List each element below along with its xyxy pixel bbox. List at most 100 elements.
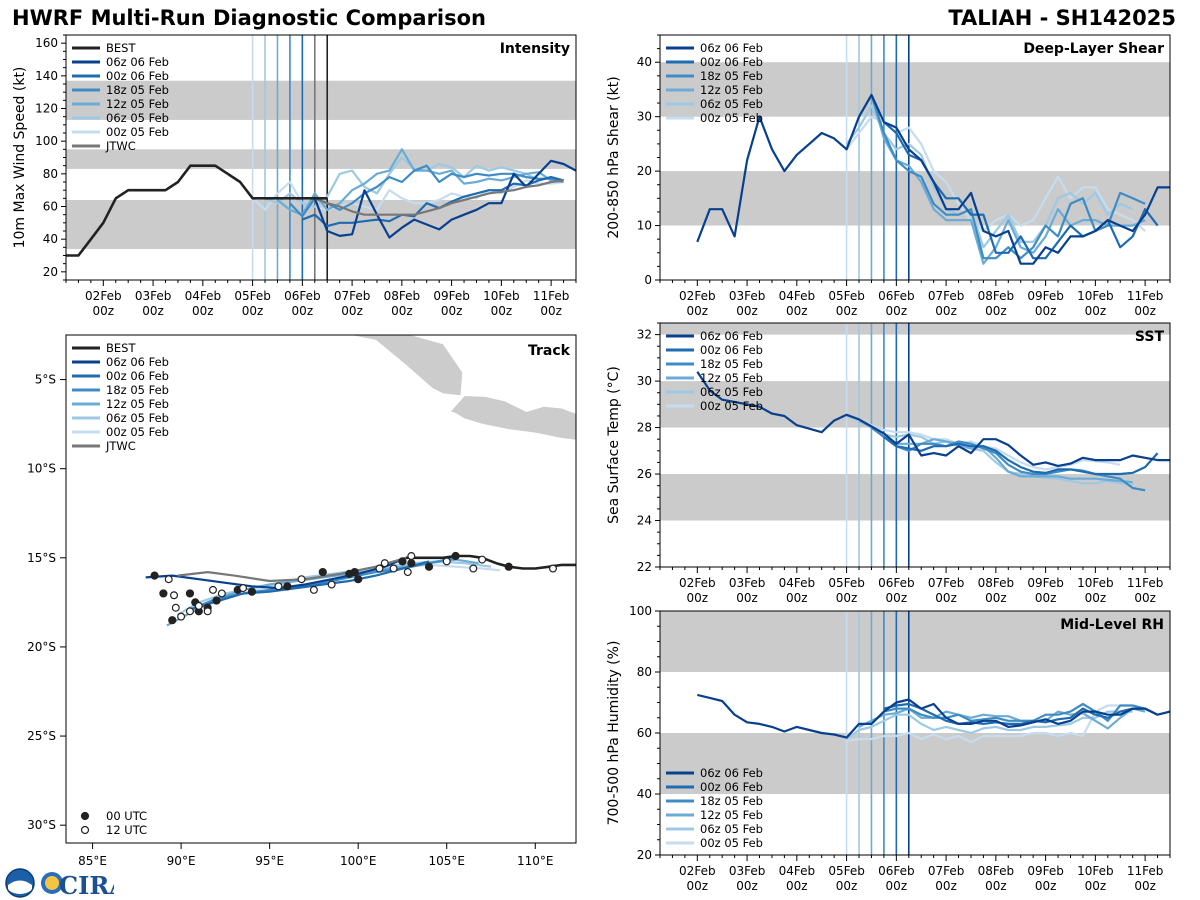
marker-00utc <box>150 571 159 580</box>
cira-logo-text: CIRA <box>59 871 114 900</box>
marker-00utc <box>318 567 327 577</box>
legend-label: 00z 05 Feb <box>700 111 763 125</box>
figure-title: HWRF Multi-Run Diagnostic Comparison <box>12 6 487 30</box>
legend-label: 06z 05 Feb <box>700 385 763 399</box>
y-tick-label: 80 <box>43 167 58 181</box>
x-tick-label: 08Feb <box>384 289 421 303</box>
legend-label: 06z 05 Feb <box>700 97 763 111</box>
x-tick-label: 00z <box>1035 879 1057 893</box>
panel-title: Track <box>528 343 571 359</box>
x-tick-label: 11Feb <box>1127 576 1164 590</box>
x-tick-label: 00z <box>540 304 562 318</box>
y-tick-label: 100 <box>629 604 652 618</box>
marker-12utc <box>309 585 318 594</box>
legend-label: 00z 06 Feb <box>700 343 763 357</box>
x-tick-label: 03Feb <box>729 864 766 878</box>
x-tick-label: 08Feb <box>978 289 1015 303</box>
y-tick-label: 25°S <box>27 729 56 743</box>
marker-00utc <box>247 587 257 596</box>
legend-label: 18z 05 Feb <box>106 383 169 397</box>
legend-label: 00z 05 Feb <box>700 836 763 850</box>
x-tick-label: 00z <box>935 591 957 605</box>
marker-12utc <box>170 591 179 600</box>
legend-label: JTWC <box>105 139 136 153</box>
y-tick-label: 30°S <box>27 818 56 832</box>
x-tick-label: 00z <box>836 879 858 893</box>
y-tick-label: 0 <box>644 273 652 287</box>
shade-band <box>660 733 1170 794</box>
track-06z-05-feb <box>177 560 492 616</box>
marker-12utc <box>407 552 416 561</box>
x-tick-label: 05Feb <box>828 289 865 303</box>
x-tick-label: 00z <box>786 879 808 893</box>
legend-label: JTWC <box>105 439 136 453</box>
marker-12utc <box>403 568 412 577</box>
x-tick-label: 00z <box>341 304 363 318</box>
marker-legend-label: 12 UTC <box>106 823 147 837</box>
legend-label: 06z 05 Feb <box>700 822 763 836</box>
legend-label: 12z 05 Feb <box>700 808 763 822</box>
plot-frame <box>659 322 1171 568</box>
x-tick-label: 03Feb <box>729 576 766 590</box>
marker-12utc <box>217 589 226 598</box>
shade-band <box>66 80 576 120</box>
x-tick-label: 09Feb <box>1027 864 1064 878</box>
x-tick-label: 08Feb <box>978 576 1015 590</box>
x-tick-label: 11Feb <box>533 289 570 303</box>
y-tick-label: 28 <box>637 421 652 435</box>
sumatra-land <box>273 335 464 397</box>
legend-label: 00z 06 Feb <box>700 780 763 794</box>
y-tick-label: 10 <box>637 219 652 233</box>
x-tick-label: 00z <box>242 304 264 318</box>
legend-label: 12z 05 Feb <box>106 397 169 411</box>
marker-12utc <box>164 575 173 584</box>
marker-12utc <box>478 555 487 564</box>
x-tick-label: 00z <box>985 879 1007 893</box>
x-tick-label: 07Feb <box>928 289 965 303</box>
y-axis-label: 700-500 hPa Humidity (%) <box>606 641 622 826</box>
x-tick-label: 00z <box>786 591 808 605</box>
legend-label: 00z 05 Feb <box>700 399 763 413</box>
panel-shear: 01020304002Feb00z03Feb00z04Feb00z05Feb00… <box>606 34 1171 318</box>
legend-label: 12z 05 Feb <box>106 97 169 111</box>
x-tick-label: 00z <box>836 591 858 605</box>
x-tick-label: 00z <box>441 304 463 318</box>
marker-12utc <box>548 564 557 573</box>
x-tick-label: 00z <box>886 879 908 893</box>
y-axis-label: 200-850 hPa Shear (kt) <box>606 76 622 238</box>
marker-12utc <box>469 564 478 573</box>
marker-12utc <box>297 575 306 584</box>
x-tick-label: 10Feb <box>1077 289 1114 303</box>
x-tick-label: 06Feb <box>878 576 915 590</box>
y-tick-label: 40 <box>637 787 652 801</box>
agency-logos: CIRA <box>5 868 114 900</box>
y-tick-label: 40 <box>637 55 652 69</box>
y-axis-label: Sea Surface Temp (°C) <box>606 366 622 524</box>
x-tick-label: 00z <box>192 304 214 318</box>
x-tick-label: 00z <box>391 304 413 318</box>
legend-label: 00z 05 Feb <box>106 125 169 139</box>
y-tick-label: 140 <box>35 69 58 83</box>
marker-12utc <box>442 557 451 566</box>
y-tick-label: 100 <box>35 134 58 148</box>
java-land <box>449 395 576 441</box>
x-tick-label: 00z <box>1134 879 1156 893</box>
legend-label: 00z 06 Feb <box>700 55 763 69</box>
marker-00utc <box>212 596 221 605</box>
x-tick-label: 00z <box>786 304 808 318</box>
marker-00utc <box>185 589 195 598</box>
y-tick-label: 20 <box>637 848 652 862</box>
x-tick-label: 05Feb <box>828 864 865 878</box>
panel-title: Deep-Layer Shear <box>1023 41 1164 57</box>
y-tick-label: 26 <box>637 467 652 481</box>
series-00z-05-feb <box>846 704 1133 744</box>
marker-00utc <box>407 559 416 568</box>
y-tick-label: 20 <box>637 164 652 178</box>
legend-label: 18z 05 Feb <box>106 83 169 97</box>
x-tick-label: 00z <box>836 304 858 318</box>
x-tick-label: 00z <box>1085 304 1107 318</box>
x-tick-label: 00z <box>1134 304 1156 318</box>
x-tick-label: 05Feb <box>234 289 271 303</box>
panel-rh: 2040608010002Feb00z03Feb00z04Feb00z05Feb… <box>606 604 1171 893</box>
